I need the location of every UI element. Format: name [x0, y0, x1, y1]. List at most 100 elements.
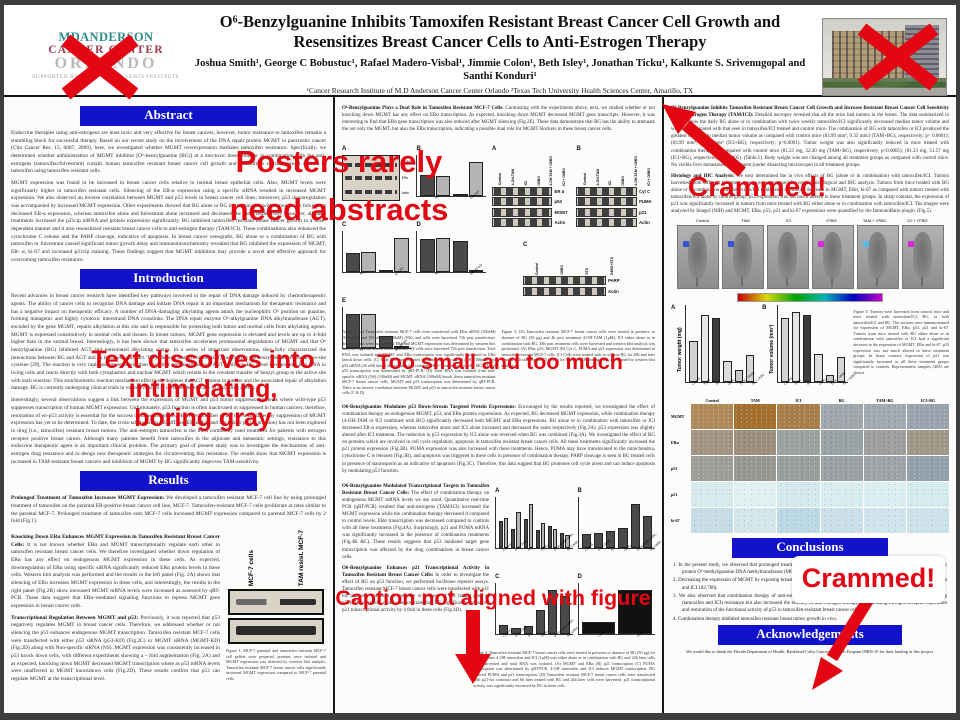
bar-group: [523, 498, 533, 548]
bar-group: [734, 306, 743, 382]
building-tower: [905, 25, 939, 80]
bar: [814, 354, 823, 382]
lane-labels: Control 4-OH-TAM ICI O6BG 4-OH-TAM + O6BG ICI…: [578, 155, 655, 186]
critique-note-crammed-bottom: Crammed!: [801, 563, 936, 593]
bar: [361, 313, 376, 349]
ihc-stain-image: [863, 507, 906, 533]
conclusion-item: 4. Combination therapy inhibited tamoxif…: [673, 616, 838, 622]
mouse-group-labels: Control TAM ICI O⁶BG TAM + O⁶BG ICI + O⁶BG: [671, 218, 949, 224]
lane-label: 4-OH-TAM + O6BG: [549, 155, 554, 186]
panel-letter: B: [577, 487, 582, 494]
ihc-stain-image: [820, 429, 863, 455]
western-blot-strip: [491, 207, 553, 217]
bar: [523, 519, 528, 548]
bar-group: [642, 498, 653, 548]
panel-letter: B: [576, 146, 581, 153]
lane-label: O6BG: [536, 175, 541, 186]
mouse-image: [676, 224, 719, 289]
transcriptional-targets-paragraph: O6-Benzylguanine Modulated Transcription…: [342, 483, 489, 561]
ihc-column-label: ICI+BG: [920, 397, 935, 403]
protein-label: p21: [639, 209, 647, 215]
panel-letter: C: [495, 573, 500, 580]
bar: [618, 590, 653, 634]
axis-tick-label: O6BG: [818, 377, 828, 386]
bar: [346, 313, 361, 349]
mouse-imaging-row: [671, 224, 949, 289]
bar-group: [523, 584, 533, 634]
bar-group: [814, 306, 823, 382]
bar-group: [346, 232, 376, 273]
axis-tick-label: 4-OH-TAM: [514, 624, 529, 638]
critique-note-line: need abstracts: [229, 192, 449, 228]
axis-tick-label: ICI + O6BG: [751, 372, 766, 386]
western-blot-strip: [522, 276, 607, 286]
bar: [548, 590, 558, 634]
figure-2-panel-c: C NS p53-KD: [342, 213, 412, 284]
axis-tick-label: Control: [783, 376, 793, 391]
bar: [711, 317, 721, 382]
ihc-row-label: p53: [671, 465, 678, 471]
poster-header: MDANDERSON CANCER CENTER ORLANDO SUPPORT…: [4, 5, 956, 100]
bar-group: [791, 306, 801, 382]
axis-tick-label: O6BG: [636, 629, 645, 643]
bar-group: [618, 498, 628, 548]
critique-note-too-small: Too small and too much: [377, 350, 623, 374]
figure-3: A Control 4-OH-TAM ICI O6BG 4-OH-TAM + O6BG I…: [491, 137, 655, 297]
ihc-column-label: TAM+BG: [876, 397, 894, 403]
transcriptional-targets-title: O6-Benzylguanine Modulated Transcription…: [342, 483, 490, 496]
axis-tick-label: 4-OH-TAM: [514, 538, 529, 552]
ihc-stain-image: [820, 455, 863, 481]
x-axis-labels: NS MGMT-KD: [416, 263, 485, 284]
protein-label: Actin: [639, 220, 650, 226]
figure-2-panel-d: D NS MGMT-KD: [416, 213, 486, 284]
bar: [453, 194, 468, 197]
ihc-stain-image: [734, 429, 777, 455]
bar-group: [535, 584, 546, 634]
mouse-image: [856, 224, 899, 289]
bar-group: [689, 306, 698, 382]
bar-chart-fig4d: [577, 582, 655, 635]
figure-3-panel-b: B Control 4-OH-TAM ICI O6BG 4-OH-TAM + O6BG I…: [576, 137, 655, 229]
bar: [435, 237, 451, 273]
bar-group: [511, 498, 521, 548]
in-vivo-paragraph: O⁶-Benzylguanine Inhibits Tamoxifen Resi…: [671, 105, 949, 169]
ihc-stain-image: [734, 507, 777, 533]
treatment-label: Control: [696, 218, 709, 224]
bar-group: [420, 232, 451, 273]
lane-labels: Control O6BG STS O6BG+STS: [525, 251, 624, 275]
ihc-stain-image: [863, 429, 906, 455]
axis-tick-label: Control: [502, 542, 512, 557]
bar-group: [511, 584, 521, 634]
axis-tick-label: O6BG: [727, 377, 737, 386]
p53-downstream-paragraph: O6-Benzylguanine Modulates p53 Down-Stre…: [342, 404, 655, 475]
bar-group: [560, 584, 570, 634]
bar-group: [535, 498, 546, 548]
bar-chart-fig4c: [495, 582, 573, 635]
ihc-stain-image: [691, 455, 734, 481]
column-left: Abstract Endocrine therapies using anti-…: [4, 97, 333, 713]
figure-3-caption: Figure 3. (A) Tamoxifen resistant MCF-7 …: [501, 329, 656, 368]
figure-2-and-3: A MGMT ERα Actin B NSERα-KD: [342, 137, 655, 352]
panel-letter: D: [577, 573, 582, 580]
dual-role-text: Contrasting with the experiments above, …: [342, 106, 655, 133]
bar: [535, 530, 540, 548]
axis-tick-label: ICI+O6BG: [566, 625, 580, 638]
bar: [499, 625, 509, 634]
ihc-row-p53: p53: [671, 455, 950, 481]
bar-group: [723, 306, 732, 382]
bar-chart-tumor-volume: [776, 304, 849, 383]
critique-note-line: Text dissolves into: [91, 346, 315, 374]
western-blot-strip: [491, 218, 553, 228]
bar: [516, 512, 521, 548]
western-blot-loading-control: [228, 617, 324, 644]
bar: [378, 270, 394, 273]
panel-letter: C: [522, 241, 528, 248]
protein-label: ER α: [554, 188, 565, 194]
tumor-signal-dot: [817, 240, 824, 247]
section-header-conclusions: Conclusions: [732, 537, 888, 558]
ihc-stain-image: [820, 403, 863, 429]
tumor-signal-dot: [907, 240, 914, 247]
transcriptional-targets-block: O6-Benzylguanine Modulated Transcription…: [342, 479, 662, 646]
tumor-signal-dot: [862, 240, 869, 247]
bar-group: [378, 308, 409, 349]
